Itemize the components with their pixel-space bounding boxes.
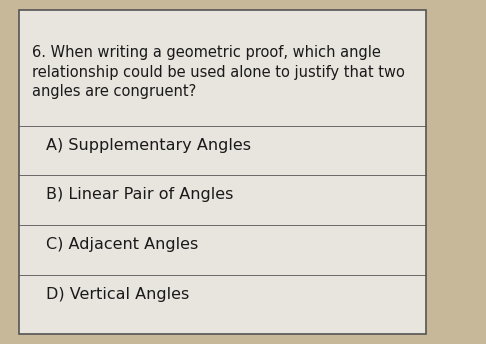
Text: 6. When writing a geometric proof, which angle
relationship could be used alone : 6. When writing a geometric proof, which… bbox=[33, 45, 405, 99]
Text: A) Supplementary Angles: A) Supplementary Angles bbox=[46, 138, 251, 153]
FancyBboxPatch shape bbox=[18, 10, 426, 334]
Text: C) Adjacent Angles: C) Adjacent Angles bbox=[46, 237, 199, 252]
Text: B) Linear Pair of Angles: B) Linear Pair of Angles bbox=[46, 187, 234, 203]
Text: D) Vertical Angles: D) Vertical Angles bbox=[46, 287, 190, 302]
